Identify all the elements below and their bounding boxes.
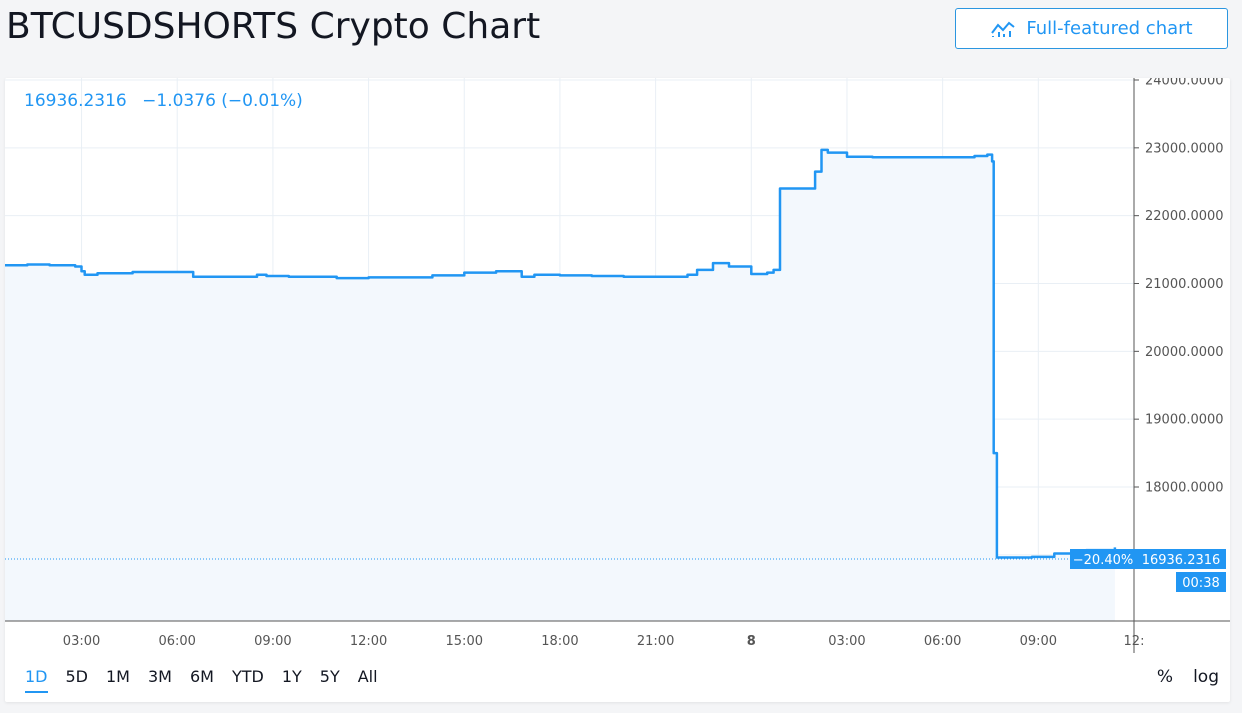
full-featured-chart-button[interactable]: Full-featured chart (955, 8, 1228, 49)
y-tick-label: 18000.0000 (1145, 481, 1224, 496)
price-line (5, 148, 1117, 559)
scale-tools: % log (1157, 667, 1219, 687)
range-button-1y[interactable]: 1Y (281, 667, 302, 686)
last-change-badge (1070, 549, 1136, 569)
page-title: BTCUSDSHORTS Crypto Chart (6, 6, 541, 47)
x-tick-label: 12:00 (350, 634, 387, 649)
x-tick-label: 12: (1124, 634, 1145, 649)
x-tick-label: 06:00 (924, 634, 961, 649)
range-button-ytd[interactable]: YTD (231, 667, 264, 686)
x-tick-label: 21:00 (637, 634, 674, 649)
range-toolbar: 1D 5D 1M 3M 6M YTD 1Y 5Y All (25, 663, 396, 693)
range-button-1d[interactable]: 1D (25, 663, 48, 693)
chart-line-icon (990, 19, 1016, 39)
x-tick-label: 09:00 (1020, 634, 1057, 649)
full-featured-chart-label: Full-featured chart (1026, 18, 1193, 39)
log-scale-toggle[interactable]: log (1193, 667, 1219, 687)
y-tick-label: 24000.0000 (1145, 78, 1224, 89)
legend-price: 16936.2316 (24, 91, 127, 111)
range-button-5d[interactable]: 5D (65, 667, 89, 686)
y-tick-label: 22000.0000 (1145, 209, 1224, 224)
x-tick-label: 03:00 (828, 634, 865, 649)
y-tick-label: 21000.0000 (1145, 277, 1224, 292)
price-chart[interactable]: 18000.0000 19000.0000 20000.0000 21000.0000… (5, 78, 1230, 653)
range-button-1m[interactable]: 1M (106, 667, 130, 686)
y-tick-label: 19000.0000 (1145, 413, 1224, 428)
price-area (5, 149, 1115, 621)
range-button-5y[interactable]: 5Y (319, 667, 340, 686)
last-price-label: 16936.2316 (1142, 553, 1221, 568)
x-tick-label: 09:00 (254, 634, 291, 649)
last-price-badge (1136, 549, 1226, 569)
x-tick-label: 15:00 (446, 634, 483, 649)
range-button-6m[interactable]: 6M (189, 667, 214, 686)
y-tick-label: 20000.0000 (1145, 345, 1224, 360)
range-button-3m[interactable]: 3M (147, 667, 172, 686)
countdown-badge (1176, 572, 1226, 592)
x-tick-label: 06:00 (158, 634, 195, 649)
x-tick-label: 03:00 (63, 634, 100, 649)
price-legend: 16936.2316 −1.0376 (−0.01%) (24, 91, 303, 111)
x-tick-label: 18:00 (541, 634, 578, 649)
y-tick-label: 23000.0000 (1145, 141, 1224, 156)
last-change-label: −20.40% (1073, 553, 1133, 568)
percent-scale-toggle[interactable]: % (1156, 667, 1174, 687)
legend-change: −1.0376 (−0.01%) (142, 91, 303, 111)
x-tick-label: 8 (747, 634, 756, 649)
range-button-all[interactable]: All (357, 667, 378, 686)
chart-card: 18000.0000 19000.0000 20000.0000 21000.0000… (5, 78, 1230, 702)
countdown-label: 00:38 (1182, 576, 1219, 591)
